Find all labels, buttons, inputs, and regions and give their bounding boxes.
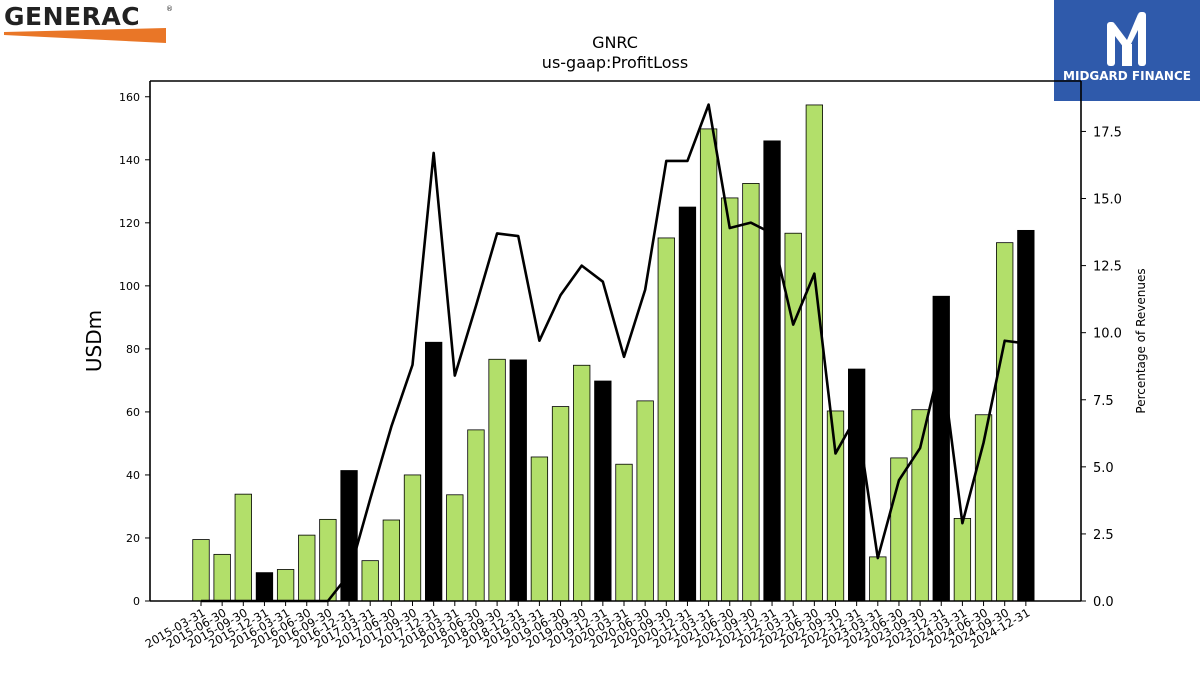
bar-2015-03-31 bbox=[192, 539, 210, 602]
bar-2016-06-30 bbox=[298, 534, 316, 602]
bar-2018-09-30 bbox=[488, 358, 506, 602]
bar-2020-09-30 bbox=[657, 237, 675, 602]
midgard-finance-name: MIDGARD FINANCE bbox=[1063, 69, 1191, 83]
generac-wordmark: GENERAC bbox=[4, 2, 141, 31]
y-tick-label: 160 bbox=[119, 91, 140, 104]
bar-2018-03-31 bbox=[446, 494, 464, 602]
bar-2018-12-31 bbox=[509, 359, 527, 602]
bar-2023-03-31 bbox=[869, 556, 887, 602]
y2-tick-label: 10.0 bbox=[1093, 327, 1122, 342]
bar-2022-12-31 bbox=[848, 368, 866, 602]
generac-swoosh-icon bbox=[4, 28, 166, 43]
y-tick-label: 140 bbox=[119, 154, 140, 167]
y-axis-label: USDm bbox=[82, 310, 106, 372]
y2-tick-label: 12.5 bbox=[1093, 260, 1122, 275]
y-tick-label: 100 bbox=[119, 280, 140, 293]
bar-2021-09-30 bbox=[742, 183, 760, 602]
y2-tick-label: 5.0 bbox=[1093, 461, 1114, 476]
bar-2024-09-30 bbox=[996, 242, 1014, 602]
midgard-finance-logo: MIDGARD FINANCE bbox=[1054, 0, 1200, 101]
bar-2024-12-31 bbox=[1017, 229, 1035, 602]
bar-2017-12-31 bbox=[424, 341, 443, 602]
generac-logo: GENERAC ® bbox=[4, 2, 174, 44]
bar-2016-03-31 bbox=[276, 569, 295, 602]
bar-2019-03-31 bbox=[530, 456, 549, 602]
bar-2020-12-31 bbox=[678, 206, 697, 602]
bar-2023-09-30 bbox=[911, 409, 929, 602]
bar-2015-09-30 bbox=[234, 493, 252, 602]
bar-2022-09-30 bbox=[826, 410, 845, 602]
bar-2016-09-30 bbox=[319, 518, 337, 602]
y-tick-label: 0 bbox=[133, 595, 140, 608]
y-tick-label: 80 bbox=[126, 343, 140, 356]
bar-2015-06-30 bbox=[213, 553, 231, 602]
y2-axis-label: Percentage of Revenues bbox=[1134, 268, 1148, 413]
y-tick-label: 20 bbox=[126, 532, 140, 545]
bar-2015-12-31 bbox=[255, 572, 274, 602]
bar-2017-09-30 bbox=[403, 474, 422, 602]
bar-2017-06-30 bbox=[382, 519, 401, 602]
bar-2020-03-31 bbox=[615, 463, 633, 602]
bar-2017-03-31 bbox=[361, 560, 379, 602]
bar-2021-06-30 bbox=[721, 197, 739, 602]
y-tick-label: 60 bbox=[126, 406, 140, 419]
y2-tick-label: 0.0 bbox=[1093, 595, 1114, 610]
bar-2022-03-31 bbox=[784, 232, 802, 602]
percentage-line bbox=[201, 103, 1027, 603]
registered-mark: ® bbox=[166, 5, 173, 13]
bar-2022-06-30 bbox=[805, 104, 823, 602]
y2-tick-label: 7.5 bbox=[1093, 394, 1114, 409]
bar-2024-03-31 bbox=[953, 518, 972, 602]
bar-2020-06-30 bbox=[636, 400, 654, 602]
chart-title: GNRC bbox=[592, 33, 638, 52]
y2-tick-label: 17.5 bbox=[1093, 125, 1122, 140]
bar-2023-12-31 bbox=[932, 295, 950, 602]
chart-subtitle: us-gaap:ProfitLoss bbox=[541, 53, 689, 72]
bar-2019-09-30 bbox=[573, 364, 591, 602]
bar-2019-06-30 bbox=[551, 406, 570, 602]
bar-2018-06-30 bbox=[467, 429, 485, 602]
midgard-emblem-icon bbox=[1054, 0, 1200, 101]
bar-2021-12-31 bbox=[763, 140, 781, 602]
bar-2019-12-31 bbox=[594, 380, 612, 602]
y2-tick-label: 15.0 bbox=[1093, 193, 1122, 208]
y2-tick-label: 2.5 bbox=[1093, 528, 1114, 543]
y-tick-label: 40 bbox=[126, 469, 140, 482]
bar-2021-03-31 bbox=[699, 128, 718, 602]
y-tick-label: 120 bbox=[119, 217, 140, 230]
